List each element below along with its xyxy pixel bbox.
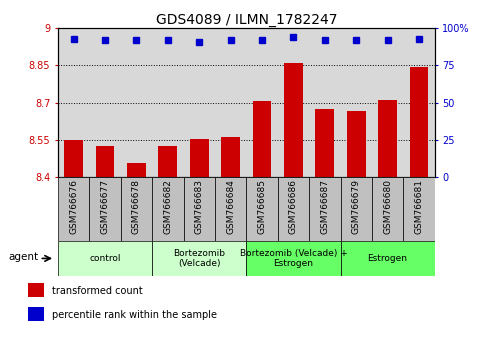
Text: GSM766684: GSM766684 (226, 179, 235, 234)
Bar (284, 63, 303, 177)
Bar (410, 67, 428, 177)
Bar (403, 177, 435, 241)
Bar (278, 177, 309, 241)
Text: control: control (89, 254, 121, 263)
Bar (89, 177, 121, 241)
Bar (341, 241, 435, 276)
Bar (127, 164, 146, 177)
Bar (158, 146, 177, 177)
Bar (152, 177, 184, 241)
Title: GDS4089 / ILMN_1782247: GDS4089 / ILMN_1782247 (156, 13, 337, 27)
Bar (253, 102, 271, 177)
Text: GSM766683: GSM766683 (195, 179, 204, 234)
Bar (309, 177, 341, 241)
Text: GSM766679: GSM766679 (352, 179, 361, 234)
Text: GSM766676: GSM766676 (69, 179, 78, 234)
Text: Estrogen: Estrogen (368, 254, 408, 263)
Text: GSM766681: GSM766681 (414, 179, 424, 234)
Bar (190, 139, 209, 177)
Bar (28, 282, 44, 297)
Bar (58, 241, 152, 276)
Bar (246, 177, 278, 241)
Text: Bortezomib (Velcade) +
Estrogen: Bortezomib (Velcade) + Estrogen (240, 249, 347, 268)
Bar (372, 177, 403, 241)
Bar (121, 177, 152, 241)
Bar (28, 307, 44, 321)
Bar (58, 177, 89, 241)
Text: GSM766677: GSM766677 (100, 179, 110, 234)
Text: percentile rank within the sample: percentile rank within the sample (53, 310, 217, 320)
Text: Bortezomib
(Velcade): Bortezomib (Velcade) (173, 249, 225, 268)
Bar (152, 241, 246, 276)
Text: GSM766682: GSM766682 (163, 179, 172, 234)
Bar (246, 241, 341, 276)
Text: GSM766686: GSM766686 (289, 179, 298, 234)
Bar (347, 112, 366, 177)
Bar (64, 140, 83, 177)
Bar (341, 177, 372, 241)
Text: agent: agent (9, 252, 39, 262)
Text: GSM766678: GSM766678 (132, 179, 141, 234)
Bar (215, 177, 246, 241)
Text: GSM766680: GSM766680 (383, 179, 392, 234)
Text: GSM766687: GSM766687 (320, 179, 329, 234)
Text: transformed count: transformed count (53, 286, 143, 296)
Text: GSM766685: GSM766685 (257, 179, 267, 234)
Bar (315, 109, 334, 177)
Bar (378, 100, 397, 177)
Bar (96, 146, 114, 177)
Bar (184, 177, 215, 241)
Bar (221, 137, 240, 177)
